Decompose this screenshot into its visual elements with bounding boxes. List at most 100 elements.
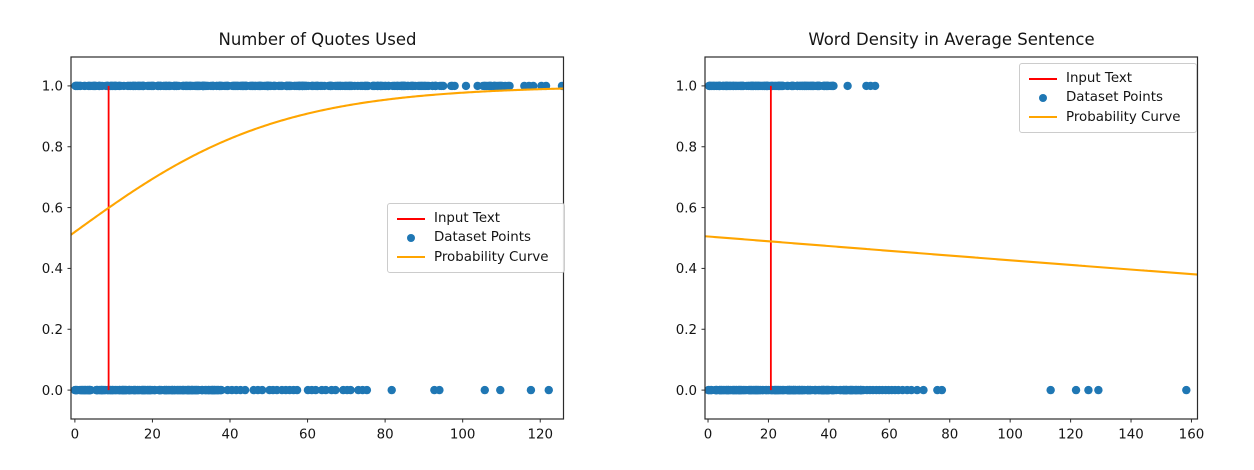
legend-entry: Dataset Points: [1029, 88, 1187, 107]
x-tick-label: 80: [941, 428, 958, 443]
dataset-point: [734, 385, 743, 395]
dataset-point: [304, 81, 313, 91]
dataset-point: [148, 81, 157, 91]
dataset-point: [95, 81, 104, 91]
dataset-point: [240, 385, 250, 395]
dataset-point: [91, 385, 101, 395]
dataset-point: [772, 385, 781, 395]
legend-label: Dataset Points: [434, 230, 531, 246]
x-tick-label: 20: [760, 428, 777, 443]
y-axis: 0.0 0.2 0.4 0.6 0.8 1.0: [676, 80, 705, 399]
dataset-point: [419, 81, 428, 91]
dataset-point: [331, 385, 340, 395]
dataset-point: [754, 385, 763, 395]
dataset-points: [71, 81, 564, 395]
dataset-point: [186, 385, 196, 395]
x-tick-label: 120: [527, 428, 553, 443]
dataset-point: [362, 385, 372, 395]
dataset-point: [332, 81, 342, 91]
dataset-point: [526, 385, 536, 395]
dataset-point: [118, 385, 128, 395]
legend-sample: [1029, 116, 1057, 119]
legend-sample: [397, 233, 425, 243]
dataset-point: [1071, 385, 1081, 395]
y-tick-label: 1.0: [42, 80, 63, 95]
dataset-point: [797, 385, 807, 395]
dataset-point: [803, 385, 813, 395]
y-tick-label: 0.0: [676, 384, 697, 399]
legend-sample: [397, 217, 425, 220]
x-tick-label: 100: [997, 428, 1023, 443]
dataset-point: [245, 81, 255, 91]
x-tick-label: 80: [377, 428, 394, 443]
dataset-point: [376, 81, 385, 91]
dataset-point: [213, 385, 222, 395]
dataset-point: [84, 81, 93, 91]
dataset-point: [368, 81, 378, 91]
x-tick-label: 40: [221, 428, 238, 443]
dataset-point: [292, 385, 302, 395]
probability-curve: [705, 235, 1198, 276]
x-tick-label: 40: [820, 428, 837, 443]
dataset-point: [162, 385, 171, 395]
dataset-point: [406, 81, 416, 91]
dataset-point: [123, 81, 132, 91]
y-tick-label: 0.4: [676, 262, 697, 277]
chart-title-left: Number of Quotes Used: [218, 30, 417, 49]
y-tick-label: 0.2: [676, 323, 697, 338]
x-tick-label: 60: [299, 428, 316, 443]
dataset-points: [705, 81, 1191, 395]
legend-left: Input Text Dataset Points Probability Cu…: [387, 203, 565, 273]
legend-label: Probability Curve: [434, 249, 549, 265]
dataset-point: [194, 81, 203, 91]
dataset-point: [182, 81, 192, 91]
dataset-point: [496, 385, 505, 395]
dataset-point: [737, 81, 746, 91]
legend-entry: Dataset Points: [397, 228, 555, 247]
dataset-point-dot-icon: [406, 233, 416, 243]
legend-entry: Input Text: [1029, 69, 1187, 88]
dataset-point: [257, 385, 267, 395]
dataset-point: [343, 81, 352, 91]
dataset-point: [809, 81, 818, 91]
dataset-point: [207, 81, 217, 91]
y-tick-label: 0.2: [42, 323, 63, 338]
probability-curve-line-icon: [1029, 116, 1057, 119]
dataset-point: [154, 385, 164, 395]
x-tick-label: 100: [450, 428, 476, 443]
dataset-point: [133, 81, 143, 91]
dataset-point: [174, 81, 184, 91]
legend-entry: Input Text: [397, 209, 555, 228]
legend-entry: Probability Curve: [397, 248, 555, 267]
dataset-point: [705, 385, 715, 395]
dataset-point-dot-icon: [1038, 93, 1048, 103]
dataset-point: [843, 81, 852, 91]
dataset-point: [321, 385, 330, 395]
dataset-point: [393, 81, 403, 91]
dataset-point: [819, 385, 829, 395]
dataset-point: [140, 385, 150, 395]
dataset-point: [461, 81, 471, 91]
dataset-point: [1094, 385, 1103, 395]
dataset-point: [346, 385, 355, 395]
dataset-point: [504, 81, 513, 91]
x-tick-label: 0: [71, 428, 80, 443]
dataset-point: [717, 385, 727, 395]
dataset-point: [937, 385, 947, 395]
chart-title-right: Word Density in Average Sentence: [808, 30, 1095, 49]
dataset-point: [109, 385, 118, 395]
dataset-point: [266, 81, 276, 91]
dataset-point: [544, 385, 553, 395]
dataset-point: [798, 81, 807, 91]
dataset-point: [311, 385, 320, 395]
x-tick-label: 0: [704, 428, 713, 443]
dataset-point: [907, 385, 916, 395]
dataset-point: [430, 81, 440, 91]
legend-sample: [397, 256, 425, 259]
dataset-point: [84, 385, 93, 395]
y-tick-label: 0.6: [42, 201, 63, 216]
dataset-point: [725, 81, 735, 91]
dataset-point: [856, 385, 866, 395]
legend-label: Input Text: [1066, 71, 1133, 87]
